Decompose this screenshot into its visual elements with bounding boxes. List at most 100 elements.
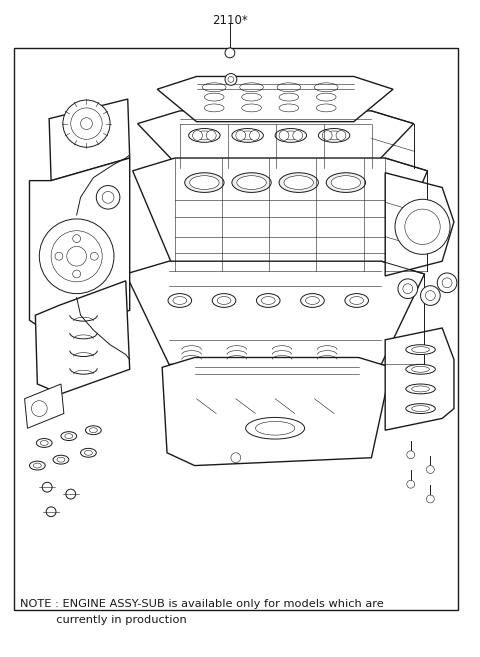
Polygon shape	[29, 158, 130, 335]
Ellipse shape	[406, 345, 435, 355]
Circle shape	[192, 131, 203, 141]
Circle shape	[426, 466, 434, 474]
Circle shape	[236, 131, 246, 141]
Bar	[14, 48, 458, 610]
Ellipse shape	[193, 131, 215, 140]
Circle shape	[96, 185, 120, 209]
Circle shape	[102, 191, 114, 203]
Circle shape	[39, 219, 114, 294]
Circle shape	[225, 74, 237, 85]
Ellipse shape	[53, 455, 69, 464]
Circle shape	[51, 231, 102, 282]
Circle shape	[231, 453, 241, 463]
Ellipse shape	[40, 440, 48, 445]
Circle shape	[55, 252, 63, 260]
Circle shape	[279, 131, 289, 141]
Circle shape	[426, 495, 434, 503]
Ellipse shape	[412, 405, 430, 411]
Ellipse shape	[275, 129, 307, 143]
Circle shape	[228, 76, 234, 82]
Ellipse shape	[29, 461, 45, 470]
Polygon shape	[385, 173, 454, 276]
Circle shape	[72, 270, 81, 278]
Ellipse shape	[89, 428, 97, 433]
Circle shape	[336, 131, 346, 141]
Circle shape	[420, 286, 440, 306]
Polygon shape	[157, 76, 393, 122]
Polygon shape	[126, 261, 424, 365]
Circle shape	[437, 273, 457, 292]
Circle shape	[403, 284, 413, 294]
Ellipse shape	[326, 173, 366, 193]
Ellipse shape	[204, 104, 224, 112]
Circle shape	[225, 48, 235, 58]
Circle shape	[395, 199, 450, 254]
Text: 2110*: 2110*	[212, 14, 248, 26]
Circle shape	[90, 252, 98, 260]
Ellipse shape	[406, 384, 435, 394]
Ellipse shape	[277, 83, 300, 92]
Ellipse shape	[217, 296, 231, 304]
Ellipse shape	[232, 173, 271, 193]
Circle shape	[442, 278, 452, 288]
Circle shape	[67, 246, 86, 266]
Polygon shape	[132, 158, 427, 271]
Ellipse shape	[412, 347, 430, 353]
Ellipse shape	[190, 175, 219, 189]
Ellipse shape	[331, 175, 360, 189]
Text: NOTE : ENGINE ASSY-SUB is available only for models which are: NOTE : ENGINE ASSY-SUB is available only…	[20, 599, 384, 609]
Ellipse shape	[316, 104, 336, 112]
Ellipse shape	[189, 129, 220, 143]
Ellipse shape	[318, 129, 350, 143]
Ellipse shape	[350, 296, 363, 304]
Ellipse shape	[203, 83, 226, 92]
Circle shape	[322, 131, 332, 141]
Ellipse shape	[36, 439, 52, 447]
Circle shape	[250, 131, 259, 141]
Circle shape	[81, 118, 92, 129]
Ellipse shape	[412, 367, 430, 373]
Ellipse shape	[279, 173, 318, 193]
Text: currently in production: currently in production	[20, 615, 186, 625]
Circle shape	[405, 209, 440, 244]
Circle shape	[293, 131, 303, 141]
Circle shape	[206, 131, 216, 141]
Ellipse shape	[345, 294, 369, 307]
Ellipse shape	[256, 294, 280, 307]
Polygon shape	[138, 111, 414, 168]
Ellipse shape	[232, 129, 264, 143]
Circle shape	[46, 507, 56, 516]
Ellipse shape	[85, 426, 101, 435]
Circle shape	[407, 480, 415, 488]
Circle shape	[398, 279, 418, 298]
Ellipse shape	[237, 175, 266, 189]
Ellipse shape	[57, 457, 65, 462]
Ellipse shape	[81, 448, 96, 457]
Ellipse shape	[262, 296, 275, 304]
Circle shape	[63, 100, 110, 147]
Ellipse shape	[314, 83, 338, 92]
Ellipse shape	[242, 93, 262, 101]
Ellipse shape	[65, 434, 72, 439]
Ellipse shape	[240, 83, 264, 92]
Circle shape	[32, 401, 47, 417]
Ellipse shape	[185, 173, 224, 193]
Ellipse shape	[284, 175, 313, 189]
Ellipse shape	[406, 403, 435, 413]
Ellipse shape	[406, 365, 435, 374]
Ellipse shape	[173, 296, 187, 304]
Polygon shape	[36, 281, 130, 394]
Polygon shape	[24, 384, 64, 428]
Ellipse shape	[204, 93, 224, 101]
Ellipse shape	[168, 294, 192, 307]
Circle shape	[71, 108, 102, 139]
Ellipse shape	[306, 296, 319, 304]
Ellipse shape	[242, 104, 262, 112]
Ellipse shape	[255, 421, 295, 435]
Circle shape	[42, 482, 52, 492]
Ellipse shape	[279, 104, 299, 112]
Ellipse shape	[279, 93, 299, 101]
Ellipse shape	[412, 386, 430, 392]
Circle shape	[407, 451, 415, 459]
Circle shape	[72, 235, 81, 242]
